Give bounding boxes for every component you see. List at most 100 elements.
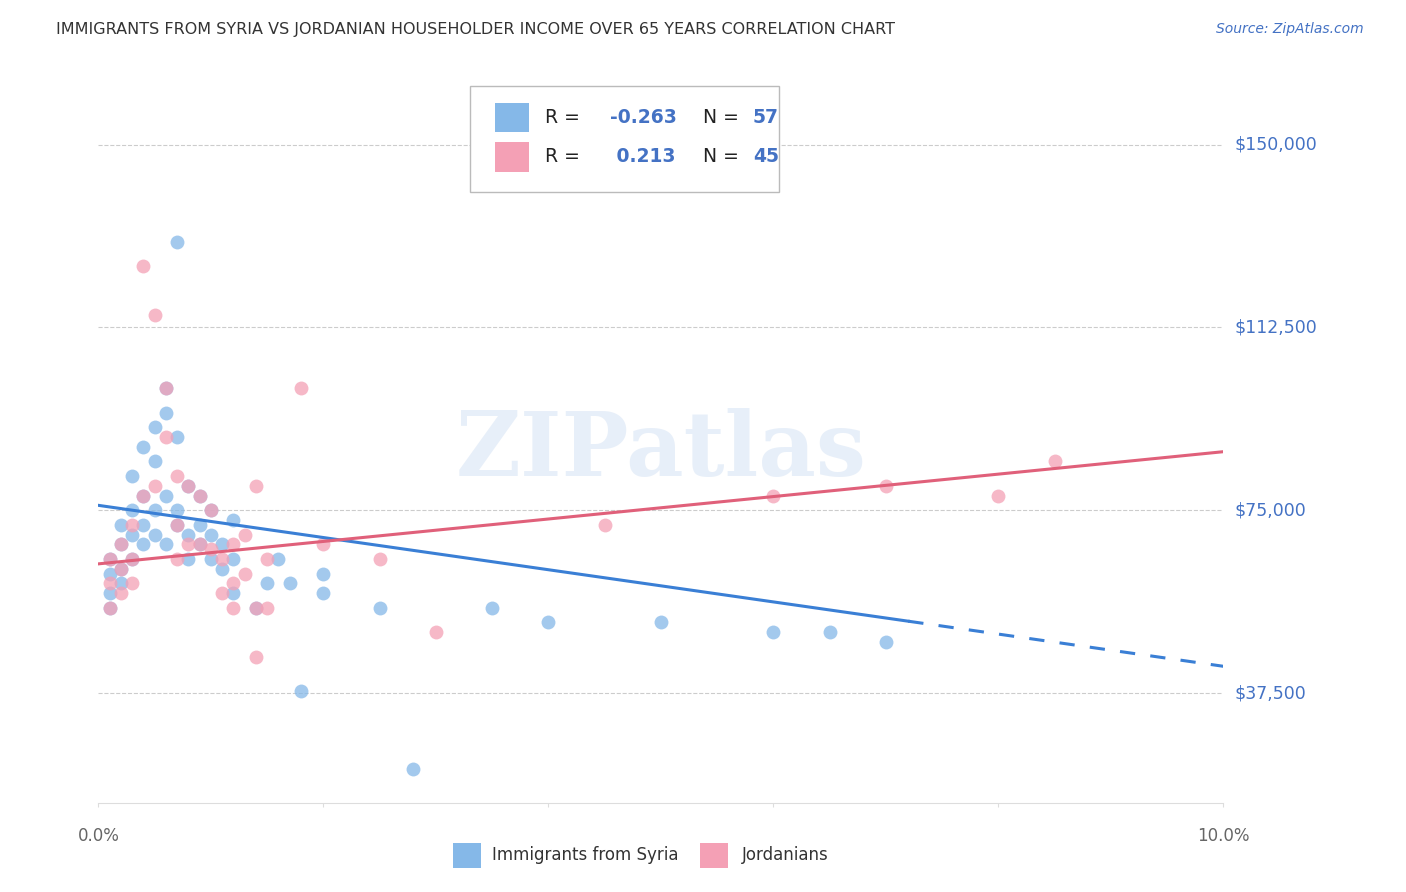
Text: -0.263: -0.263 (610, 108, 678, 127)
Point (98, 600, 121, 615)
Point (762, 489, 785, 503)
Text: 57: 57 (754, 108, 779, 127)
Point (121, 552, 143, 566)
Point (143, 308, 166, 322)
Point (312, 586, 335, 600)
Point (222, 552, 245, 566)
Point (110, 517, 132, 532)
Point (537, 615, 560, 630)
Text: 10.0%: 10.0% (1197, 827, 1250, 846)
Point (110, 537, 132, 551)
Point (166, 517, 188, 532)
Point (166, 517, 188, 532)
Point (121, 469, 143, 483)
Point (132, 537, 155, 551)
Point (368, 552, 391, 566)
Point (143, 454, 166, 468)
Text: N =: N = (692, 147, 745, 167)
Point (132, 440, 155, 454)
Point (200, 527, 222, 541)
Point (222, 576, 245, 591)
Point (132, 260, 155, 274)
Point (278, 576, 301, 591)
Point (211, 562, 233, 576)
Point (290, 683, 312, 698)
Text: IMMIGRANTS FROM SYRIA VS JORDANIAN HOUSEHOLDER INCOME OVER 65 YEARS CORRELATION : IMMIGRANTS FROM SYRIA VS JORDANIAN HOUSE… (56, 22, 896, 37)
Text: $37,500: $37,500 (1234, 684, 1306, 702)
Point (121, 503, 143, 517)
Point (155, 381, 177, 395)
Text: 0.213: 0.213 (610, 147, 676, 167)
Point (245, 600, 267, 615)
Text: R =: R = (546, 147, 586, 167)
Point (188, 537, 211, 551)
Point (267, 552, 290, 566)
Point (98, 552, 121, 566)
Point (166, 503, 188, 517)
Point (98, 586, 121, 600)
Point (368, 600, 391, 615)
Bar (495, 143, 529, 171)
Point (818, 625, 841, 640)
Point (155, 537, 177, 551)
Point (481, 600, 503, 615)
Point (121, 576, 143, 591)
Point (233, 566, 256, 581)
Point (425, 625, 447, 640)
Point (155, 489, 177, 503)
Point (211, 537, 233, 551)
Text: $150,000: $150,000 (1234, 136, 1317, 153)
Point (650, 615, 672, 630)
Point (245, 479, 267, 493)
Point (166, 235, 188, 249)
Point (166, 469, 188, 483)
Point (121, 552, 143, 566)
Point (177, 537, 200, 551)
Text: N =: N = (692, 108, 745, 127)
Point (312, 566, 335, 581)
Text: Jordanians: Jordanians (742, 847, 828, 864)
Point (143, 420, 166, 434)
Point (256, 576, 278, 591)
Point (166, 430, 188, 444)
Point (132, 489, 155, 503)
Point (200, 542, 222, 557)
Text: Source: ZipAtlas.com: Source: ZipAtlas.com (1216, 22, 1364, 37)
Point (987, 489, 1010, 503)
Point (593, 517, 616, 532)
Bar (495, 103, 529, 132)
Point (143, 479, 166, 493)
Point (200, 552, 222, 566)
Bar (700, 843, 728, 868)
Point (110, 537, 132, 551)
Point (222, 513, 245, 527)
Text: ZIPatlas: ZIPatlas (456, 409, 866, 495)
Text: 45: 45 (754, 147, 779, 167)
Point (875, 479, 897, 493)
Point (312, 537, 335, 551)
Bar (453, 843, 481, 868)
Point (177, 479, 200, 493)
Point (211, 586, 233, 600)
Point (155, 430, 177, 444)
Point (290, 381, 312, 395)
Point (200, 503, 222, 517)
Point (177, 527, 200, 541)
Point (143, 503, 166, 517)
Point (166, 552, 188, 566)
Point (245, 600, 267, 615)
Point (256, 600, 278, 615)
Text: $75,000: $75,000 (1234, 501, 1306, 519)
Point (222, 586, 245, 600)
Point (110, 562, 132, 576)
Point (155, 381, 177, 395)
Point (233, 527, 256, 541)
Text: 0.0%: 0.0% (77, 827, 120, 846)
Point (245, 649, 267, 664)
Text: Immigrants from Syria: Immigrants from Syria (492, 847, 679, 864)
Point (256, 552, 278, 566)
Point (121, 527, 143, 541)
FancyBboxPatch shape (470, 86, 779, 192)
Point (155, 406, 177, 420)
Point (402, 762, 425, 776)
